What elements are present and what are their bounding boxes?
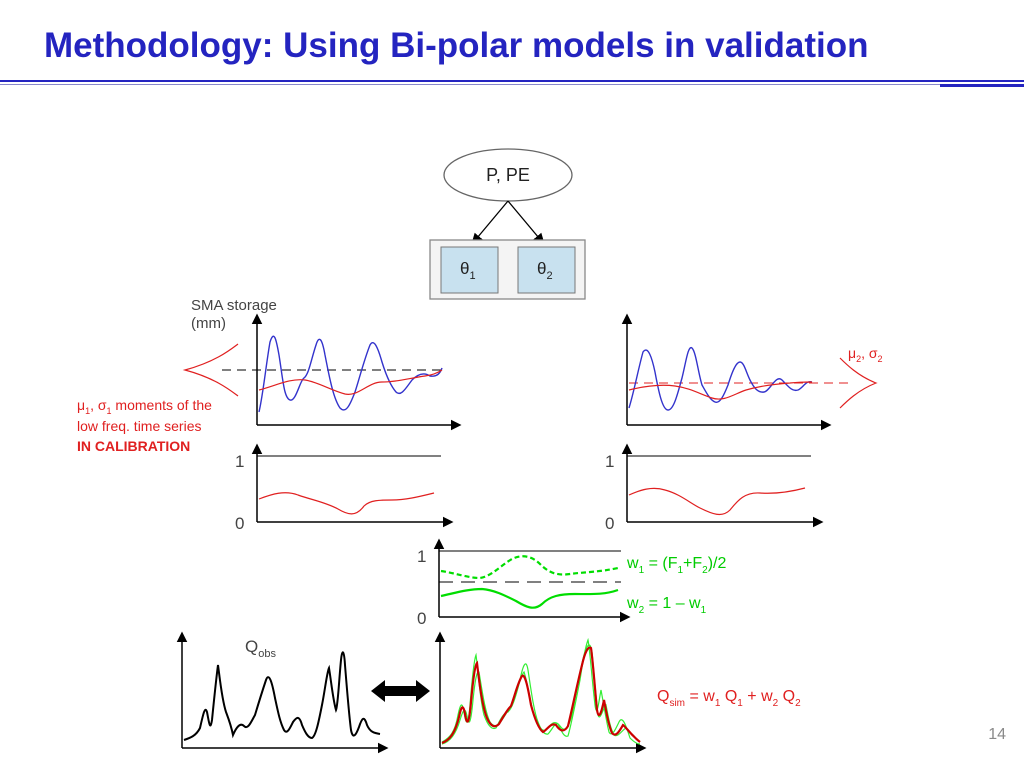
sma-blue-series [258, 335, 443, 413]
w2-equation: w2 = 1 – w1 [626, 595, 707, 616]
right-weight-curve [628, 487, 806, 516]
theta2-label: θ2 [537, 259, 553, 282]
w1-curve [440, 555, 619, 580]
left-weight-curve [258, 492, 435, 515]
weights-panel: 1 0 w1 = (F1+F2)/2 w2 = 1 – w1 [417, 538, 726, 628]
edge-to-theta1 [471, 200, 509, 245]
left-weight-panel: 1 0 [235, 443, 454, 533]
edge-to-theta2 [507, 200, 545, 245]
title-underline-accent [940, 84, 1024, 87]
sma-axis-label: SMA storage [191, 297, 277, 314]
right-moments-label: μ2, σ2 [848, 345, 883, 364]
left-moments-label: μ1, σ1 moments of the [77, 397, 212, 416]
right-axis-one: 1 [605, 452, 614, 471]
in-calibration-label: IN CALIBRATION [77, 438, 190, 454]
right-axis-zero: 0 [605, 514, 614, 533]
w2-curve [440, 587, 619, 609]
sma-axis-unit: (mm) [191, 315, 226, 332]
left-axis-one: 1 [235, 452, 244, 471]
left-distribution-curve [182, 343, 239, 397]
title-underline [0, 80, 1024, 82]
qobs-series [183, 651, 381, 741]
root-node-label: P, PE [486, 165, 530, 185]
weights-axis-zero: 0 [417, 609, 426, 628]
right-sma-red-lowfreq [628, 381, 813, 400]
left-moments-line2: low freq. time series [77, 418, 201, 434]
sma-red-lowfreq [258, 369, 443, 395]
qobs-label: Qobs [245, 637, 276, 660]
observed-flow-panel: Qobs [176, 631, 389, 754]
qsim-equation: Qsim = w1 Q1 + w2 Q2 [657, 688, 801, 709]
comparison-double-arrow [371, 680, 430, 702]
right-distribution-curve [839, 357, 878, 409]
qsim-red-series [441, 646, 641, 745]
right-weight-panel: 1 0 [605, 443, 824, 533]
slide-title: Methodology: Using Bi-polar models in va… [44, 26, 869, 65]
right-sma-blue-series [628, 347, 813, 411]
right-sma-panel: μ2, σ2 [621, 313, 883, 431]
left-sma-panel: SMA storage (mm) μ1, σ1 moments of the l… [77, 297, 462, 454]
theta2-node [517, 246, 576, 294]
parameter-structure: P, PE θ1 θ2 [429, 148, 586, 300]
theta1-node [440, 246, 499, 294]
left-axis-zero: 0 [235, 514, 244, 533]
title-underline-thin [0, 84, 940, 85]
page-number: 14 [988, 726, 1006, 743]
simulated-flow-panel: Qsim = w1 Q1 + w2 Q2 [434, 631, 801, 754]
w1-equation: w1 = (F1+F2)/2 [626, 555, 726, 576]
weights-axis-one: 1 [417, 547, 426, 566]
theta1-label: θ1 [460, 259, 476, 282]
